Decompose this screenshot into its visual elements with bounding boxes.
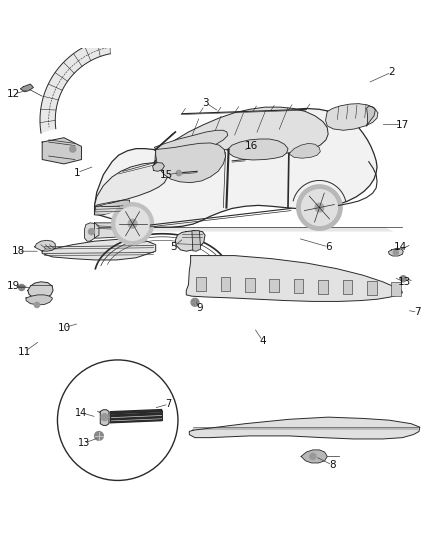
Circle shape	[34, 302, 39, 308]
Text: 1: 1	[74, 168, 81, 177]
Polygon shape	[95, 108, 377, 227]
Bar	[343, 280, 352, 294]
Circle shape	[393, 250, 399, 255]
Polygon shape	[192, 231, 201, 251]
Bar	[392, 282, 401, 296]
Polygon shape	[26, 295, 52, 305]
Circle shape	[297, 185, 342, 230]
Text: 11: 11	[18, 346, 32, 357]
Circle shape	[310, 454, 316, 459]
Text: 4: 4	[259, 336, 266, 346]
Polygon shape	[389, 248, 403, 256]
Text: 8: 8	[329, 460, 336, 470]
Circle shape	[315, 203, 324, 212]
Circle shape	[101, 414, 108, 421]
Polygon shape	[301, 450, 327, 463]
Polygon shape	[153, 107, 328, 171]
Text: 5: 5	[170, 242, 177, 252]
Bar	[221, 277, 230, 291]
Polygon shape	[40, 38, 110, 133]
Circle shape	[112, 203, 153, 245]
Circle shape	[128, 220, 137, 228]
Circle shape	[301, 190, 337, 225]
Polygon shape	[152, 163, 164, 171]
Bar	[269, 279, 279, 293]
Circle shape	[57, 360, 178, 480]
Text: 3: 3	[203, 98, 209, 108]
Text: 9: 9	[196, 303, 203, 313]
Ellipse shape	[97, 205, 118, 213]
Circle shape	[116, 207, 149, 240]
Text: 19: 19	[7, 281, 21, 291]
Polygon shape	[20, 84, 33, 92]
Polygon shape	[100, 410, 109, 425]
Polygon shape	[325, 103, 378, 130]
Text: 17: 17	[396, 119, 409, 130]
Text: 16: 16	[245, 141, 258, 151]
Text: 13: 13	[78, 438, 90, 448]
Polygon shape	[42, 239, 155, 260]
Bar	[294, 279, 304, 293]
Bar	[318, 280, 328, 294]
Polygon shape	[92, 227, 394, 231]
Polygon shape	[28, 282, 53, 299]
Bar	[245, 278, 254, 292]
Text: 2: 2	[388, 67, 395, 77]
Circle shape	[18, 285, 25, 290]
Polygon shape	[95, 163, 167, 206]
Text: 10: 10	[57, 322, 71, 333]
Text: 7: 7	[414, 308, 421, 317]
Text: 13: 13	[398, 277, 411, 287]
Circle shape	[400, 276, 406, 282]
Text: 15: 15	[160, 170, 173, 180]
Polygon shape	[154, 130, 228, 153]
Polygon shape	[186, 256, 403, 302]
Polygon shape	[35, 240, 55, 251]
Bar	[367, 281, 377, 295]
Circle shape	[95, 432, 103, 440]
Text: 12: 12	[7, 89, 21, 99]
Text: 6: 6	[325, 242, 332, 252]
Polygon shape	[228, 139, 288, 160]
Circle shape	[176, 171, 181, 176]
Polygon shape	[289, 143, 320, 158]
Polygon shape	[85, 223, 99, 241]
Bar	[196, 277, 206, 290]
Circle shape	[70, 146, 76, 152]
Text: 18: 18	[11, 246, 25, 256]
Polygon shape	[95, 200, 130, 215]
Text: 7: 7	[166, 399, 172, 409]
Polygon shape	[42, 138, 81, 164]
Text: 14: 14	[394, 242, 407, 252]
Polygon shape	[155, 143, 226, 183]
Polygon shape	[367, 106, 375, 126]
Circle shape	[191, 298, 199, 306]
Polygon shape	[189, 417, 420, 439]
Polygon shape	[175, 231, 205, 251]
Text: 14: 14	[75, 408, 88, 418]
Polygon shape	[110, 410, 162, 422]
Circle shape	[88, 229, 95, 235]
Polygon shape	[95, 223, 138, 238]
